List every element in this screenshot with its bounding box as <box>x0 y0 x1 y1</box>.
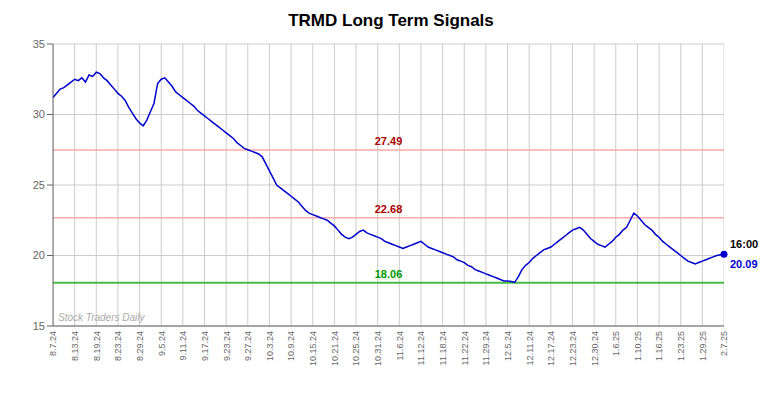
svg-text:22.68: 22.68 <box>375 203 403 215</box>
svg-text:16:00: 16:00 <box>730 238 758 250</box>
svg-text:10.25.24: 10.25.24 <box>351 331 361 366</box>
svg-text:8.7.24: 8.7.24 <box>48 331 58 356</box>
svg-text:1.29.25: 1.29.25 <box>698 331 708 361</box>
svg-text:8.23.24: 8.23.24 <box>113 331 123 361</box>
svg-text:10.31.24: 10.31.24 <box>373 331 383 366</box>
svg-text:25: 25 <box>33 179 45 191</box>
svg-text:10.9.24: 10.9.24 <box>286 331 296 361</box>
svg-text:11.12.24: 11.12.24 <box>416 331 426 365</box>
svg-text:9.23.24: 9.23.24 <box>222 331 232 361</box>
svg-text:9.27.24: 9.27.24 <box>243 331 253 361</box>
svg-text:2.7.25: 2.7.25 <box>719 331 729 356</box>
svg-text:35: 35 <box>33 38 45 50</box>
svg-text:8.29.24: 8.29.24 <box>135 331 145 361</box>
svg-text:Stock Traders Daily: Stock Traders Daily <box>58 312 146 323</box>
svg-text:10.21.24: 10.21.24 <box>330 331 340 366</box>
svg-text:12.30.24: 12.30.24 <box>590 331 600 366</box>
svg-text:11.18.24: 11.18.24 <box>438 331 448 365</box>
svg-text:20: 20 <box>33 249 45 261</box>
svg-text:27.49: 27.49 <box>375 135 403 147</box>
svg-text:11.22.24: 11.22.24 <box>460 331 470 365</box>
svg-text:8.13.24: 8.13.24 <box>70 331 80 361</box>
svg-text:12.11.24: 12.11.24 <box>525 331 535 365</box>
svg-text:11.29.24: 11.29.24 <box>481 331 491 365</box>
svg-text:1.10.25: 1.10.25 <box>633 331 643 361</box>
svg-text:12.17.24: 12.17.24 <box>546 331 556 366</box>
svg-text:9.11.24: 9.11.24 <box>178 331 188 360</box>
svg-text:8.19.24: 8.19.24 <box>92 331 102 361</box>
svg-text:11.6.24: 11.6.24 <box>395 331 405 360</box>
html-text:TRMD Long Term Signals: TRMD Long Term Signals <box>288 11 494 30</box>
svg-text:9.17.24: 9.17.24 <box>200 331 210 361</box>
svg-text:9.5.24: 9.5.24 <box>157 331 167 356</box>
svg-text:20.09: 20.09 <box>730 258 758 270</box>
svg-text:10.3.24: 10.3.24 <box>265 331 275 361</box>
svg-text:18.06: 18.06 <box>375 268 403 280</box>
svg-text:1.16.25: 1.16.25 <box>654 331 664 361</box>
svg-text:1.23.25: 1.23.25 <box>676 331 686 361</box>
svg-text:30: 30 <box>33 108 45 120</box>
svg-text:10.15.24: 10.15.24 <box>308 331 318 366</box>
svg-text:1.6.25: 1.6.25 <box>611 331 621 356</box>
svg-text:12.23.24: 12.23.24 <box>568 331 578 366</box>
svg-text:12.5.24: 12.5.24 <box>503 331 513 361</box>
svg-text:15: 15 <box>33 320 45 332</box>
